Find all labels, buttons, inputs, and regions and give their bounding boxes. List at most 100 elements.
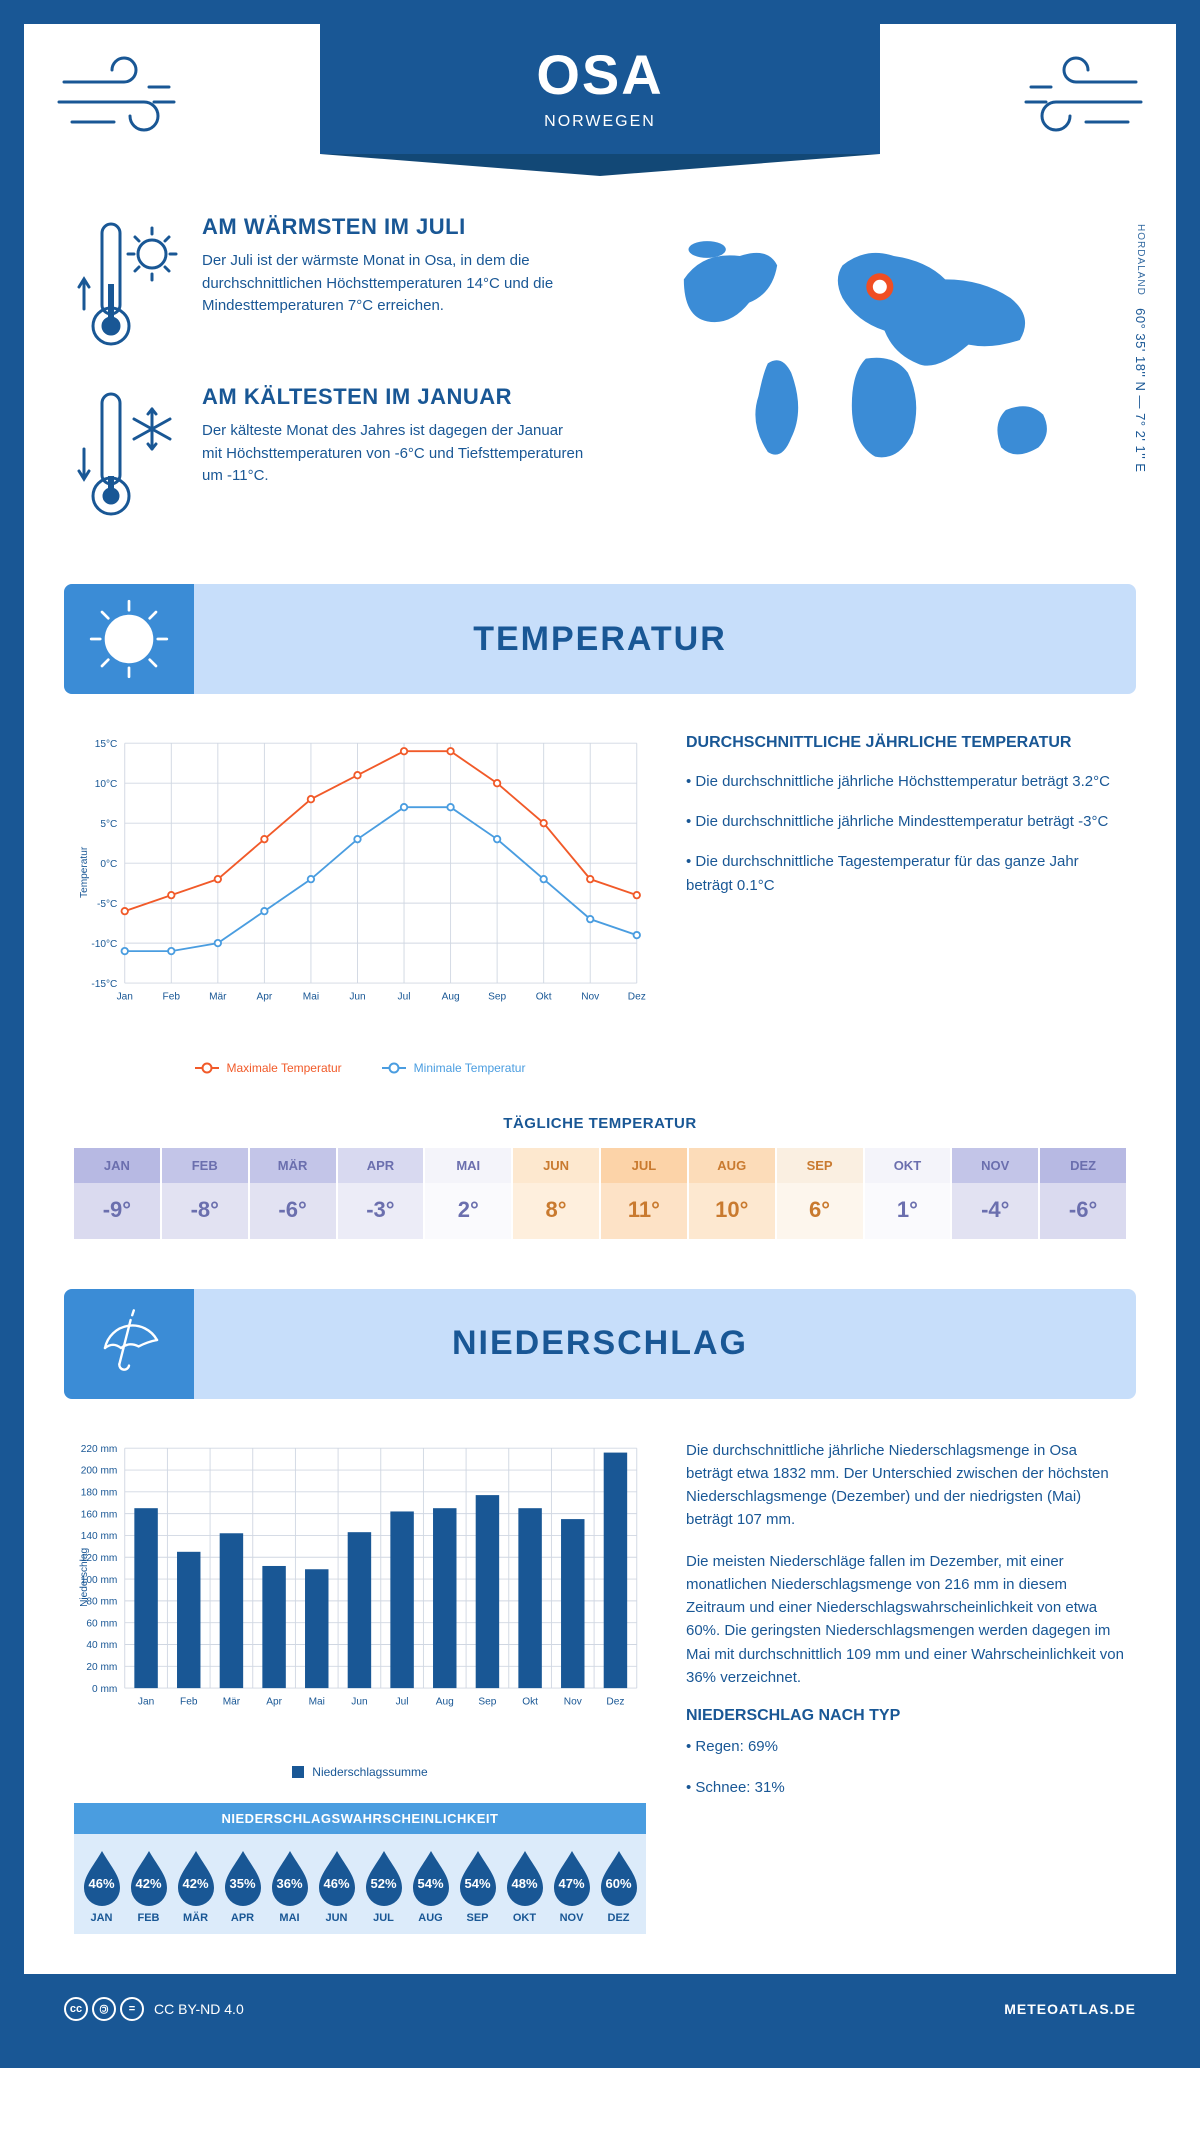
svg-text:Jun: Jun	[351, 1696, 367, 1707]
svg-text:200 mm: 200 mm	[81, 1465, 118, 1476]
daily-temp-cell: AUG10°	[689, 1148, 775, 1239]
world-map	[615, 214, 1126, 494]
drop-icon: 60%	[596, 1848, 642, 1906]
probability-cell: 36%MAI	[266, 1848, 313, 1924]
wind-icon	[1016, 52, 1146, 142]
probability-cell: 54%SEP	[454, 1848, 501, 1924]
svg-text:Mär: Mär	[223, 1696, 241, 1707]
precip-type-bullet: • Regen: 69%	[686, 1735, 1126, 1758]
svg-text:Jul: Jul	[396, 1696, 409, 1707]
svg-text:Aug: Aug	[436, 1696, 454, 1707]
svg-text:Sep: Sep	[478, 1696, 496, 1707]
precipitation-band: NIEDERSCHLAG	[64, 1289, 1136, 1399]
probability-cell: 42%FEB	[125, 1848, 172, 1924]
svg-text:220 mm: 220 mm	[81, 1444, 118, 1455]
svg-text:Sep: Sep	[488, 992, 506, 1003]
svg-text:Nov: Nov	[581, 992, 600, 1003]
coords-value: 60° 35' 18'' N — 7° 2' 1'' E	[1133, 308, 1148, 472]
svg-text:Jun: Jun	[349, 992, 365, 1003]
title-band: OSA NORWEGEN	[320, 24, 880, 154]
daily-temp-cell: DEZ-6°	[1040, 1148, 1126, 1239]
svg-text:Feb: Feb	[180, 1696, 198, 1707]
svg-text:20 mm: 20 mm	[86, 1662, 117, 1673]
daily-temp-cell: SEP6°	[777, 1148, 863, 1239]
daily-temp-cell: JUL11°	[601, 1148, 687, 1239]
drop-icon: 54%	[408, 1848, 454, 1906]
coordinates: HORDALAND 60° 35' 18'' N — 7° 2' 1'' E	[1133, 224, 1148, 504]
temp-text-heading: DURCHSCHNITTLICHE JÄHRLICHE TEMPERATUR	[686, 734, 1126, 752]
legend-min: Minimale Temperatur	[414, 1061, 526, 1075]
drop-icon: 54%	[455, 1848, 501, 1906]
drop-icon: 46%	[314, 1848, 360, 1906]
temperature-legend: Maximale Temperatur Minimale Temperatur	[74, 1061, 646, 1075]
temperature-band: TEMPERATUR	[64, 584, 1136, 694]
temperature-chart: -15°C-10°C-5°C0°C5°C10°C15°CJanFebMärApr…	[74, 734, 646, 1048]
svg-text:-5°C: -5°C	[97, 899, 117, 910]
warmest-text: Der Juli ist der wärmste Monat in Osa, i…	[202, 250, 585, 318]
svg-text:Nov: Nov	[564, 1696, 583, 1707]
probability-cell: 35%APR	[219, 1848, 266, 1924]
svg-text:Jan: Jan	[138, 1696, 154, 1707]
drop-icon: 52%	[361, 1848, 407, 1906]
probability-cell: 48%OKT	[501, 1848, 548, 1924]
temp-bullet: • Die durchschnittliche Tagestemperatur …	[686, 850, 1126, 898]
page: OSA NORWEGEN	[0, 0, 1200, 2068]
drop-icon: 48%	[502, 1848, 548, 1906]
probability-title: NIEDERSCHLAGSWAHRSCHEINLICHKEIT	[74, 1803, 646, 1834]
probability-cell: 47%NOV	[548, 1848, 595, 1924]
coldest-block: AM KÄLTESTEN IM JANUAR Der kälteste Mona…	[74, 384, 585, 524]
precip-paragraph-2: Die meisten Niederschläge fallen im Deze…	[686, 1550, 1126, 1690]
license-label: CC BY-ND 4.0	[154, 2001, 244, 2017]
daily-temp-cell: JUN8°	[513, 1148, 599, 1239]
precip-legend: Niederschlagssumme	[74, 1765, 646, 1779]
drop-icon: 46%	[79, 1848, 125, 1906]
daily-temp-heading: TÄGLICHE TEMPERATUR	[74, 1115, 1126, 1132]
cc-icons: cc🄯=	[64, 1997, 144, 2021]
svg-text:Apr: Apr	[266, 1696, 282, 1707]
probability-cell: 52%JUL	[360, 1848, 407, 1924]
svg-text:60 mm: 60 mm	[86, 1618, 117, 1629]
svg-text:160 mm: 160 mm	[81, 1509, 118, 1520]
drop-icon: 36%	[267, 1848, 313, 1906]
svg-text:Dez: Dez	[628, 992, 646, 1003]
svg-text:0 mm: 0 mm	[92, 1683, 117, 1694]
precip-type-bullet: • Schnee: 31%	[686, 1776, 1126, 1799]
svg-text:Mär: Mär	[209, 992, 227, 1003]
svg-text:180 mm: 180 mm	[81, 1487, 118, 1498]
wind-icon	[54, 52, 184, 142]
probability-cell: 60%DEZ	[595, 1848, 642, 1924]
site-name: METEOATLAS.DE	[1004, 2001, 1136, 2017]
footer: cc🄯= CC BY-ND 4.0 METEOATLAS.DE	[24, 1974, 1176, 2044]
daily-temp-cell: MÄR-6°	[250, 1148, 336, 1239]
svg-text:80 mm: 80 mm	[86, 1596, 117, 1607]
city-name: OSA	[320, 42, 880, 107]
precipitation-heading: NIEDERSCHLAG	[452, 1324, 748, 1363]
svg-text:Mai: Mai	[309, 1696, 325, 1707]
svg-text:Niederschlag: Niederschlag	[79, 1548, 90, 1607]
umbrella-icon	[64, 1289, 194, 1399]
drop-icon: 42%	[126, 1848, 172, 1906]
daily-temp-cell: OKT1°	[865, 1148, 951, 1239]
svg-text:-10°C: -10°C	[91, 939, 117, 950]
daily-temp-cell: NOV-4°	[952, 1148, 1038, 1239]
svg-text:10°C: 10°C	[95, 779, 118, 790]
precip-paragraph-1: Die durchschnittliche jährliche Niedersc…	[686, 1439, 1126, 1532]
drop-icon: 47%	[549, 1848, 595, 1906]
country-name: NORWEGEN	[320, 113, 880, 131]
svg-text:5°C: 5°C	[100, 819, 117, 830]
header: OSA NORWEGEN	[24, 24, 1176, 194]
svg-text:Okt: Okt	[536, 992, 552, 1003]
warmest-title: AM WÄRMSTEN IM JULI	[202, 214, 585, 240]
intro-section: AM WÄRMSTEN IM JULI Der Juli ist der wär…	[24, 194, 1176, 564]
location-marker	[870, 277, 891, 298]
probability-cell: 46%JAN	[78, 1848, 125, 1924]
svg-text:0°C: 0°C	[100, 859, 117, 870]
svg-text:Feb: Feb	[163, 992, 181, 1003]
legend-precip: Niederschlagssumme	[312, 1765, 427, 1779]
probability-cell: 54%AUG	[407, 1848, 454, 1924]
svg-text:140 mm: 140 mm	[81, 1531, 118, 1542]
drop-icon: 35%	[220, 1848, 266, 1906]
coldest-title: AM KÄLTESTEN IM JANUAR	[202, 384, 585, 410]
svg-text:Aug: Aug	[442, 992, 460, 1003]
svg-text:Mai: Mai	[303, 992, 319, 1003]
